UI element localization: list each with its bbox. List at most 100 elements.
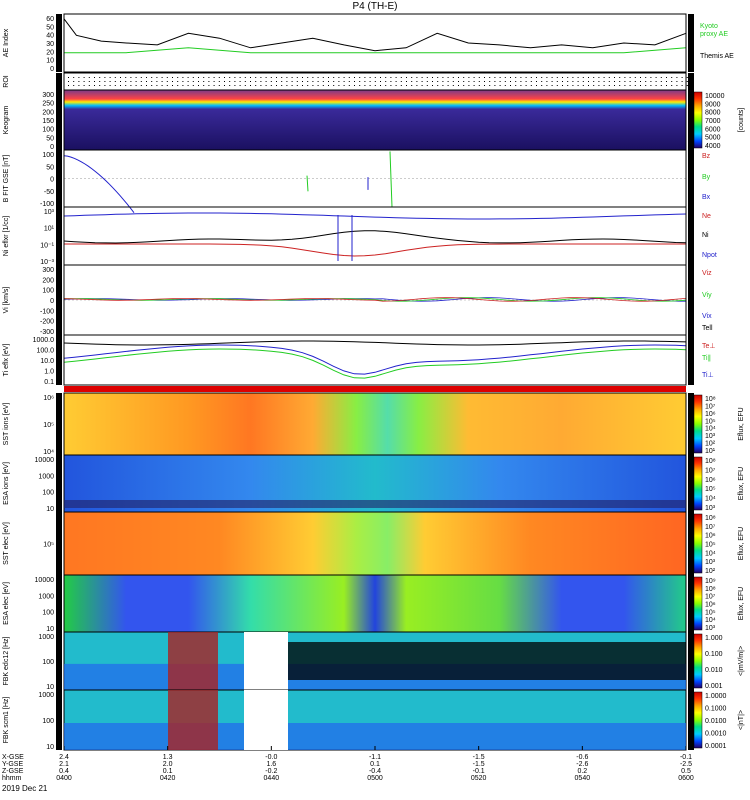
panel-left-tab — [56, 150, 62, 207]
legend-kyoto: Kyoto — [700, 23, 718, 30]
colorbar-tick-label: 0.100 — [705, 651, 723, 658]
panel-right-tab — [688, 455, 694, 512]
roi-dot — [213, 81, 215, 82]
roi-dot — [676, 77, 678, 78]
y-axis-label: FBK scm1 [Hz] — [3, 697, 10, 744]
panel-left-tab — [56, 393, 62, 455]
roi-dot — [588, 85, 589, 86]
y-tick-label: 300 — [42, 92, 54, 99]
roi-dot — [551, 77, 553, 78]
roi-dot — [177, 81, 179, 82]
series-line-themis-ae — [63, 18, 687, 52]
roi-dot — [307, 77, 309, 78]
roi-dot — [291, 81, 293, 82]
colorbar-tick-label: 0.010 — [705, 667, 723, 674]
roi-dot — [234, 81, 236, 82]
roi-dot — [239, 81, 241, 82]
time-tick-label: -1.5 — [473, 761, 485, 768]
roi-dot — [473, 85, 475, 86]
roi-dot — [187, 77, 189, 78]
roi-dot — [671, 77, 673, 78]
panel-5: Vi [km/s] 300 200 100 0 -100 -200 -300 — [3, 265, 694, 336]
roi-dot — [244, 85, 246, 86]
panel-10: ESA elec [eV] 10000 1000 100 10 — [3, 575, 694, 633]
roi-dot — [166, 81, 168, 82]
y-tick-label: 200 — [42, 109, 54, 116]
roi-dot — [666, 85, 667, 86]
roi-dot — [317, 77, 319, 78]
legend-npot: Npot — [702, 252, 717, 259]
roi-dot — [234, 77, 236, 78]
roi-dot — [432, 85, 433, 86]
colorbar-label: Eflux, EFU — [738, 527, 745, 560]
panel-right-tab — [688, 335, 694, 385]
roi-dot — [536, 77, 537, 78]
legend-ni: Ni — [702, 232, 709, 239]
roi-dot — [442, 85, 444, 86]
spectrogram-colorbar — [693, 456, 703, 511]
roi-dot — [520, 77, 522, 78]
roi-dot — [468, 81, 470, 82]
time-tick-label: 0.5 — [681, 768, 691, 775]
legend-ti∥: Ti∥ — [702, 354, 711, 362]
roi-dot — [286, 77, 288, 78]
y-tick-label: 10.0 — [40, 358, 54, 365]
roi-dot — [265, 77, 267, 78]
roi-dot — [135, 81, 137, 82]
panel-7: SST ions [eV] 10⁶ 10⁵ 10⁴ — [3, 393, 694, 456]
roi-dot — [140, 85, 142, 86]
roi-dot — [125, 85, 127, 86]
y-tick-label: 60 — [46, 16, 54, 23]
panel-left-tab — [56, 265, 62, 335]
roi-dot — [463, 77, 465, 78]
roi-dot — [307, 81, 309, 82]
roi-dot — [104, 85, 106, 86]
roi-dot — [354, 77, 355, 78]
roi-dot — [489, 81, 491, 82]
fbk-dark-region — [288, 642, 686, 680]
roi-dot — [380, 85, 381, 86]
roi-dot — [78, 77, 80, 78]
colorbar-tick-label: 10⁸ — [705, 396, 716, 403]
roi-dot — [146, 77, 147, 78]
roi-dot — [437, 85, 439, 86]
roi-dot — [156, 77, 158, 78]
roi-dot — [432, 77, 433, 78]
y-tick-label: -300 — [40, 329, 54, 336]
time-axis-row-label: hhmm — [2, 775, 22, 782]
y-tick-label: -100 — [40, 308, 54, 315]
y-axis-label: ESA ions [eV] — [3, 462, 10, 505]
roi-dot — [224, 81, 225, 82]
roi-dot — [494, 81, 496, 82]
colorbar-tick-label: 10⁹ — [705, 578, 716, 585]
roi-dot — [208, 81, 210, 82]
series-line-bx — [63, 155, 135, 214]
time-tick-label: -0.6 — [576, 754, 588, 761]
page-title: P4 (TH-E) — [352, 1, 398, 12]
colorbar-tick-label: 10⁵ — [705, 486, 716, 493]
roi-dot — [99, 77, 101, 78]
roi-dot — [395, 85, 397, 86]
roi-dot — [385, 81, 387, 82]
y-tick-label: 50 — [46, 164, 54, 171]
roi-dot — [265, 81, 267, 82]
y-tick-label: 300 — [42, 267, 54, 274]
roi-dot — [364, 81, 366, 82]
roi-dot — [660, 85, 662, 86]
y-tick-label: 50 — [46, 135, 54, 142]
fbk-burst — [168, 632, 218, 690]
colorbar-tick-label: 8000 — [705, 110, 721, 117]
panel-left-tab — [56, 690, 62, 750]
roi-dot — [458, 77, 459, 78]
roi-dot — [359, 77, 361, 78]
roi-dot — [281, 81, 283, 82]
y-tick-label: -100 — [40, 201, 54, 208]
roi-dot — [239, 85, 241, 86]
roi-dot — [666, 81, 667, 82]
roi-dot — [260, 85, 262, 86]
roi-dot — [224, 85, 225, 86]
time-tick-label: 0520 — [471, 775, 487, 782]
roi-dot — [452, 85, 454, 86]
y-tick-label: 1000 — [38, 473, 54, 480]
